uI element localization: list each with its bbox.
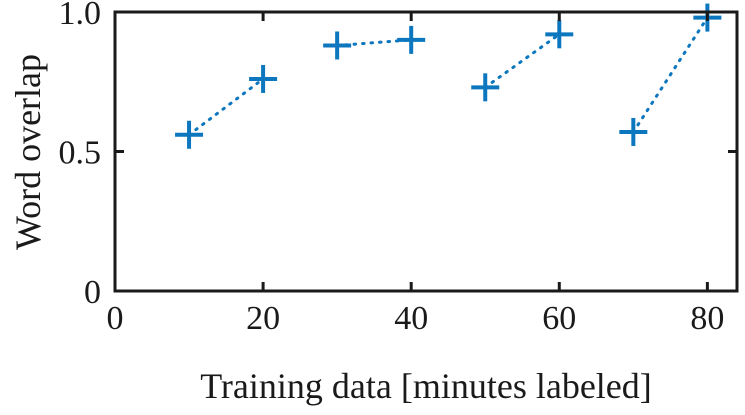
x-tick-label: 80 <box>690 300 724 337</box>
x-tick-label: 0 <box>107 300 124 337</box>
data-line <box>483 32 561 89</box>
data-line <box>187 77 265 137</box>
y-tick-label: 0 <box>84 274 101 311</box>
data-line <box>631 16 709 134</box>
x-tick-label: 40 <box>394 300 428 337</box>
data-line <box>335 38 413 47</box>
y-axis-label: Word overlap <box>8 54 48 250</box>
x-tick-label: 20 <box>246 300 280 337</box>
x-axis-label: Training data [minutes labeled] <box>200 366 652 406</box>
plot-box <box>113 10 739 293</box>
y-tick-label: 1.0 <box>59 0 102 32</box>
y-tick-label: 0.5 <box>59 135 102 172</box>
x-tick-label: 60 <box>542 300 576 337</box>
